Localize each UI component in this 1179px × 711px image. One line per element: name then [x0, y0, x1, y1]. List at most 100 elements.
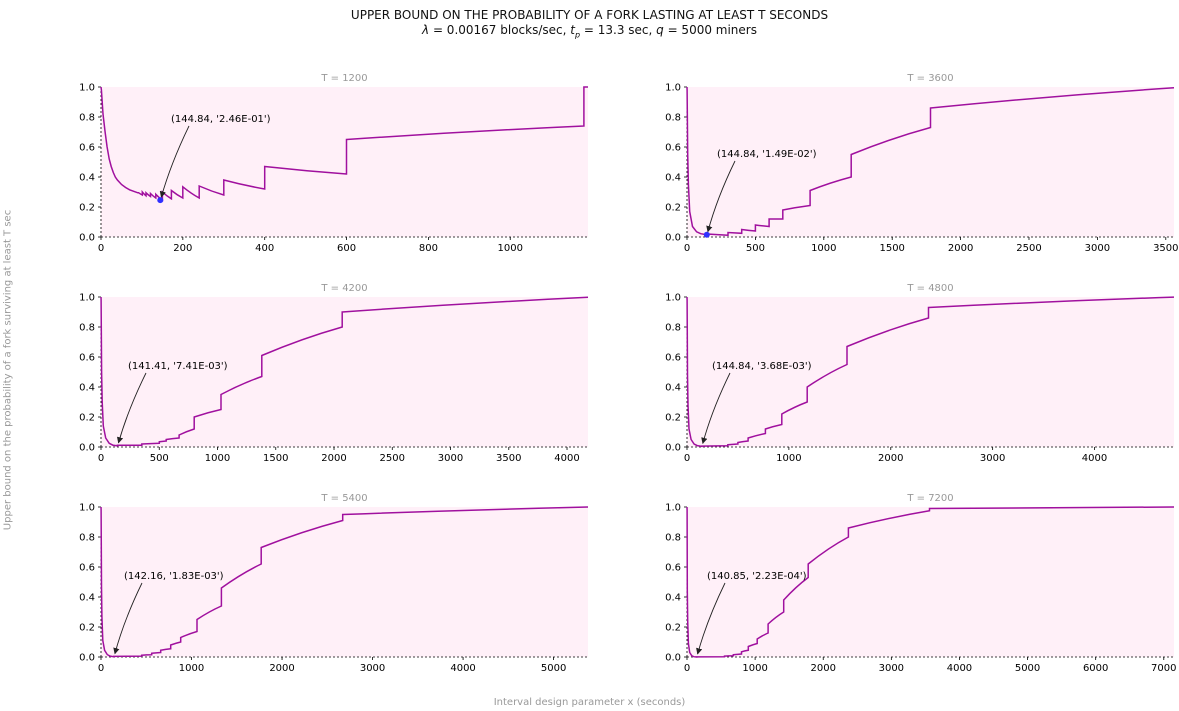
- y-tick-label: 1.0: [665, 503, 681, 514]
- subplot-title: T = 3600: [906, 73, 953, 84]
- subplot-5: T = 5400 0.0 0.2 0.4 0.6 0.8 1.0 0 1000 2000 3000 4…: [79, 493, 589, 674]
- x-tick-label: 4000: [450, 663, 475, 674]
- x-tick-label: 1500: [879, 243, 904, 254]
- x-tick-label: 1000: [498, 243, 523, 254]
- minimum-annotation: (144.84, '1.49E-02'): [717, 149, 817, 160]
- x-tick-label: 2000: [321, 453, 346, 464]
- y-tick-label: 0.0: [79, 233, 95, 244]
- series-line: [686, 506, 1175, 658]
- series-line: [100, 296, 589, 447]
- y-tick-label: 0.4: [665, 383, 681, 394]
- subplot-title: T = 7200: [906, 493, 953, 504]
- annotation-arrow: [706, 160, 736, 233]
- x-tick-label: 2000: [878, 453, 903, 464]
- x-tick-label: 6000: [1083, 663, 1108, 674]
- x-axis-label: Interval design parameter x (seconds): [493, 697, 686, 708]
- y-tick-label: 0.8: [665, 113, 681, 124]
- y-tick-label: 0.0: [665, 653, 681, 664]
- x-tick-label: 400: [255, 243, 274, 254]
- x-tick-label: 0: [684, 243, 690, 254]
- y-tick-label: 0.6: [665, 563, 681, 574]
- subplot-title: T = 5400: [320, 493, 367, 504]
- series-line: [686, 296, 1175, 448]
- x-tick-label: 2000: [810, 663, 835, 674]
- x-tick-label: 3000: [879, 663, 904, 674]
- minimum-marker: [157, 197, 164, 204]
- subplot-title: T = 1200: [320, 73, 367, 84]
- x-tick-label: 2000: [269, 663, 294, 674]
- annotation-arrow: [696, 582, 726, 655]
- y-tick-label: 0.8: [79, 533, 95, 544]
- x-tick-label: 2000: [948, 243, 973, 254]
- subplot-3: T = 4200 0.0 0.2 0.4 0.6 0.8 1.0 0 500 1000 1500 20…: [79, 283, 589, 464]
- figure-subtitle: λ = 0.00167 blocks/sec, tp = 13.3 sec, q…: [0, 23, 1179, 42]
- x-tick-label: 0: [684, 663, 690, 674]
- y-tick-label: 0.8: [665, 533, 681, 544]
- y-tick-label: 0.6: [79, 353, 95, 364]
- lambda-value: = 0.00167 blocks/sec,: [429, 23, 571, 37]
- y-tick-label: 0.8: [79, 323, 95, 334]
- y-axis-label: Upper bound on the probability of a fork…: [2, 209, 14, 531]
- y-tick-label: 1.0: [665, 83, 681, 94]
- x-tick-label: 1000: [742, 663, 767, 674]
- x-tick-label: 1000: [776, 453, 801, 464]
- y-tick-label: 0.0: [79, 443, 95, 454]
- minimum-annotation: (144.84, '3.68E-03'): [712, 361, 812, 372]
- minimum-annotation: (140.85, '2.23E-04'): [707, 571, 807, 582]
- x-tick-label: 3000: [360, 663, 385, 674]
- x-tick-label: 3500: [496, 453, 521, 464]
- y-tick-label: 0.2: [665, 413, 681, 424]
- x-tick-label: 500: [746, 243, 765, 254]
- x-tick-label: 5000: [1015, 663, 1040, 674]
- subplot-4: T = 4800 0.0 0.2 0.4 0.6 0.8 1.0 0 1000 2000 3000 4…: [665, 283, 1175, 464]
- x-tick-label: 3500: [1153, 243, 1178, 254]
- x-tick-label: 200: [173, 243, 192, 254]
- tp-subscript: p: [574, 30, 581, 40]
- x-tick-label: 1000: [205, 453, 230, 464]
- x-tick-label: 800: [419, 243, 438, 254]
- y-tick-label: 0.8: [79, 113, 95, 124]
- annotation-arrow: [159, 125, 190, 198]
- q-symbol: q: [656, 23, 664, 37]
- y-tick-label: 0.8: [665, 323, 681, 334]
- x-tick-label: 1000: [811, 243, 836, 254]
- x-tick-label: 600: [337, 243, 356, 254]
- x-tick-label: 0: [98, 663, 104, 674]
- minimum-marker: [703, 231, 710, 238]
- y-tick-label: 0.4: [79, 173, 95, 184]
- series-line: [100, 506, 589, 658]
- subplot-6: T = 7200 0.0 0.2 0.4 0.6 0.8 1.0 0 1000 2000 3000 4…: [665, 493, 1176, 674]
- plot-area: [101, 87, 588, 237]
- y-tick-label: 0.6: [665, 353, 681, 364]
- x-tick-label: 5000: [541, 663, 566, 674]
- y-tick-label: 0.0: [665, 233, 681, 244]
- subplot-title: T = 4800: [906, 283, 953, 294]
- y-tick-label: 0.2: [665, 203, 681, 214]
- plot-area: [687, 297, 1174, 447]
- x-tick-label: 0: [684, 453, 690, 464]
- minimum-annotation: (144.84, '2.46E-01'): [171, 114, 271, 125]
- subplot-1: T = 1200 0.0 0.2 0.4 0.6 0.8 1.0 0 200 400 600 800 1…: [79, 73, 588, 254]
- y-tick-label: 0.4: [79, 383, 95, 394]
- lambda-symbol: λ: [422, 23, 430, 37]
- x-tick-label: 500: [150, 453, 169, 464]
- annotation-arrow: [113, 582, 143, 655]
- plot-area: [101, 507, 588, 657]
- y-tick-label: 0.6: [79, 143, 95, 154]
- subplot-2: T = 3600 0.0 0.2 0.4 0.6 0.8 1.0 0 500 1000 1500 20…: [665, 73, 1178, 254]
- x-tick-label: 7000: [1151, 663, 1176, 674]
- x-tick-label: 1500: [263, 453, 288, 464]
- plot-area: [687, 507, 1174, 657]
- annotation-arrow: [701, 372, 731, 445]
- tp-value: = 13.3 sec,: [580, 23, 657, 37]
- y-tick-label: 0.4: [665, 173, 681, 184]
- minimum-annotation: (141.41, '7.41E-03'): [128, 361, 228, 372]
- y-tick-label: 1.0: [79, 83, 95, 94]
- y-tick-label: 1.0: [665, 293, 681, 304]
- series-line: [100, 86, 588, 202]
- series-line: [686, 86, 1175, 236]
- x-tick-label: 2500: [1016, 243, 1041, 254]
- y-tick-label: 0.4: [665, 593, 681, 604]
- x-tick-label: 3000: [980, 453, 1005, 464]
